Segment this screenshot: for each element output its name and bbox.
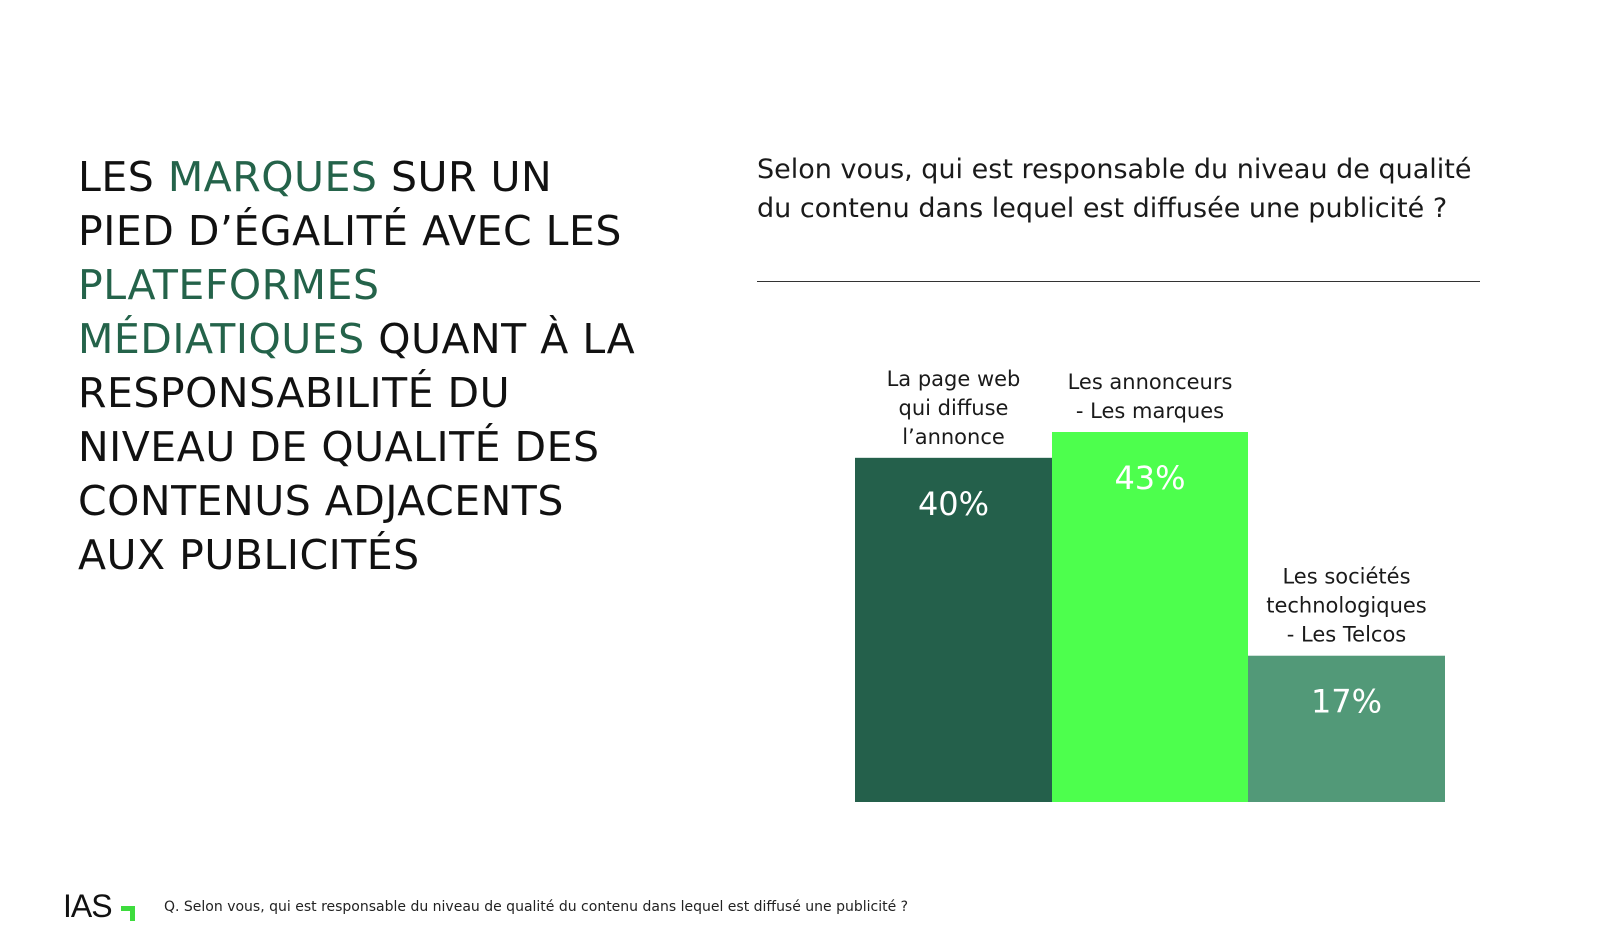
category-label-3-line-1: Les sociétés	[1282, 565, 1410, 589]
chart-question: Selon vous, qui est responsable du nivea…	[757, 150, 1557, 228]
headline-text-2: SUR UN PIED D’ÉGALITÉ AVEC LES	[78, 153, 622, 255]
ias-logo: IAS	[63, 888, 113, 924]
bar-value-label-1: 40%	[918, 485, 989, 523]
chart-question-line-2: du contenu dans lequel est diffusée une …	[757, 193, 1448, 224]
category-label-1-line-3: l’annonce	[902, 425, 1005, 449]
headline-text-1: LES	[78, 153, 168, 201]
logo-corner-arrow-icon	[121, 906, 135, 921]
category-label-2-line-2: - Les marques	[1076, 399, 1224, 423]
headline-highlight-brands: MARQUES	[167, 153, 378, 201]
headline: LES MARQUES SUR UN PIED D’ÉGALITÉ AVEC L…	[78, 150, 638, 582]
category-label-3-line-3: - Les Telcos	[1287, 623, 1406, 647]
footnote-question: Q. Selon vous, qui est responsable du ni…	[164, 899, 909, 915]
category-label-3-line-2: technologiques	[1266, 594, 1427, 618]
category-label-1-line-2: qui diffuse	[899, 396, 1009, 420]
headline-highlight-platforms: PLATEFORMES MÉDIATIQUES	[78, 261, 380, 363]
bar-2	[1052, 432, 1248, 802]
bar-3	[1248, 655, 1445, 802]
divider-line	[757, 281, 1480, 282]
bar-value-label-2: 43%	[1114, 459, 1185, 497]
category-label-2-line-1: Les annonceurs	[1068, 370, 1233, 394]
bar-value-label-3: 17%	[1311, 683, 1382, 721]
chart-question-line-1: Selon vous, qui est responsable du nivea…	[757, 154, 1472, 185]
category-label-1-line-1: La page web	[887, 367, 1021, 391]
headline-text-3: QUANT À LA RESPONSABILITÉ DU NIVEAU DE Q…	[78, 315, 636, 579]
bar-1	[855, 457, 1052, 802]
